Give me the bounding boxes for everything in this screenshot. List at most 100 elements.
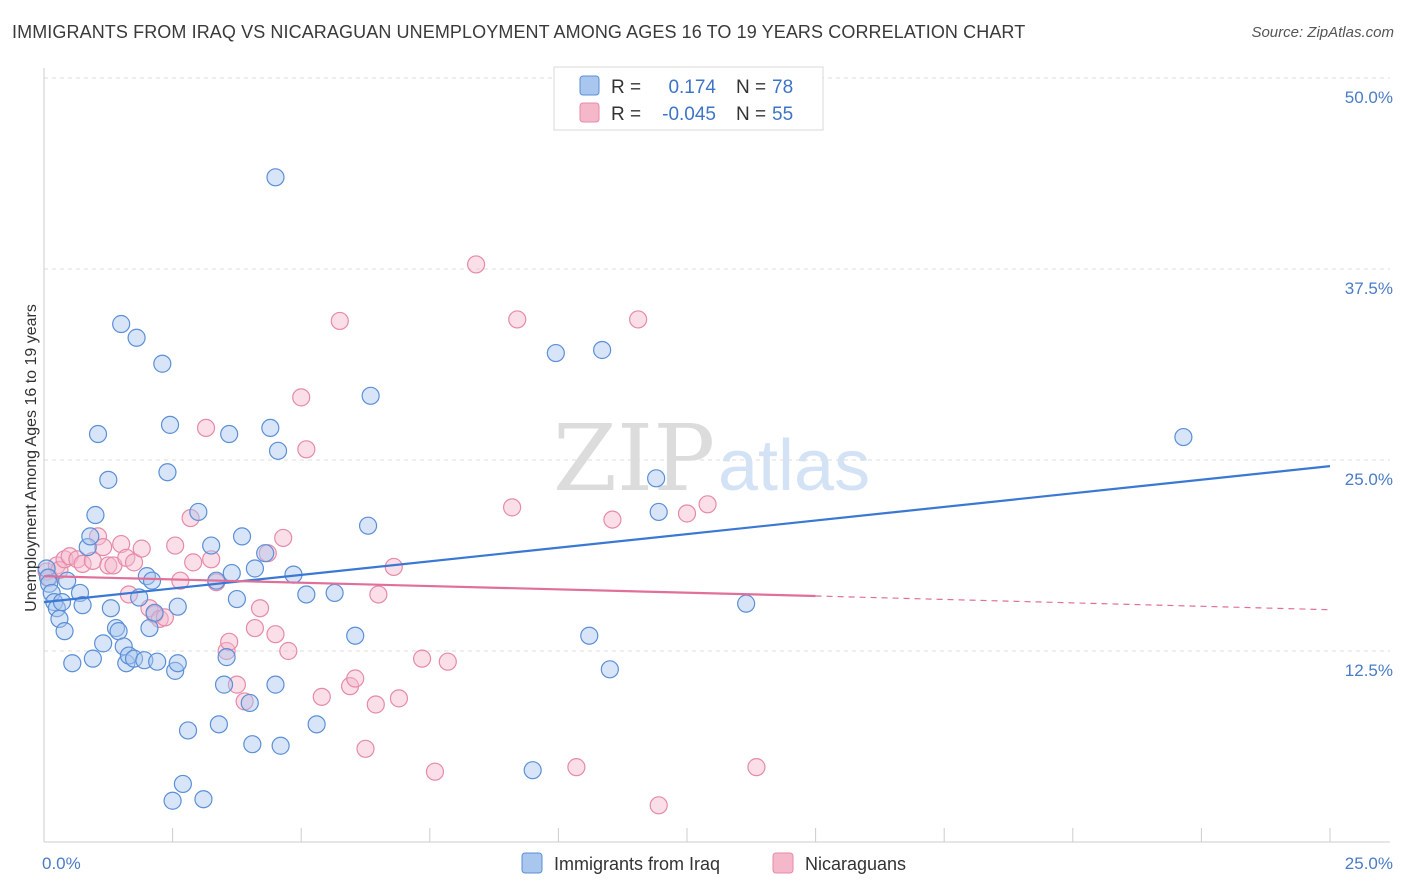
nicaraguans-point (297, 440, 316, 459)
iraq-point (325, 583, 344, 603)
iraq-point (266, 675, 285, 694)
nicaraguans-point (747, 758, 766, 777)
nicaraguans-point (279, 641, 298, 661)
nicaraguans-point (412, 649, 432, 668)
bottom-legend-iraq: Immigrants from Iraq (554, 854, 720, 874)
nicaraguans-point (503, 498, 522, 517)
axes (43, 68, 1390, 843)
nicaraguans-point (356, 739, 375, 758)
nicaraguans-point (677, 504, 697, 523)
iraq-point (39, 568, 58, 587)
iraq-point (163, 791, 182, 810)
nicaraguans-point (389, 689, 409, 708)
nicaraguans-point (184, 553, 203, 572)
y-axis-label: Unemployment Among Ages 16 to 19 years (23, 304, 40, 612)
iraq-point (600, 660, 619, 679)
iraq-point (168, 654, 187, 673)
iraq-point (73, 596, 92, 615)
nicaraguans-point (99, 556, 118, 575)
nicaraguans-trend-line (43, 575, 816, 598)
iraq-point (88, 424, 108, 444)
bottom-swatch-nicaraguans (772, 852, 794, 874)
iraq-point (86, 505, 105, 525)
nicaraguans-point (266, 625, 285, 644)
iraq-point (178, 721, 198, 740)
nicaraguans-point (55, 550, 74, 569)
iraq-point (63, 654, 82, 673)
iraq-point (83, 649, 102, 668)
nicaraguans-point (330, 311, 349, 331)
nicaraguans-point (366, 695, 385, 714)
legend-r-value-1: 0.174 (668, 77, 716, 98)
iraq-point (261, 418, 280, 438)
iraq-point (148, 652, 167, 671)
iraq-trend-line (43, 465, 1331, 604)
nicaraguans-points (37, 255, 766, 815)
nicaraguans-point (425, 762, 445, 781)
iraq-point (523, 761, 542, 780)
nicaraguans-point (124, 553, 144, 572)
iraq-point (127, 328, 146, 347)
legend-r-label-2: R = (611, 104, 641, 125)
x-tick-label: 25.0% (1345, 854, 1393, 873)
y-tick-label: 25.0% (1345, 470, 1393, 489)
iraq-point (220, 424, 239, 444)
iraq-point (361, 386, 380, 405)
iraq-point (232, 527, 252, 546)
nicaraguans-point (73, 554, 92, 574)
bottom-swatch-iraq (521, 852, 543, 874)
y-tick-label: 37.5% (1345, 279, 1393, 298)
nicaraguans-trend-extension (815, 595, 1331, 611)
iraq-point (546, 343, 565, 363)
iraq-point (243, 735, 262, 754)
iraq-point (217, 648, 236, 667)
correlation-legend: R = 0.174 N = 78 R = -0.045 N = 55 (553, 66, 824, 131)
iraq-point (202, 536, 221, 555)
nicaraguans-point (567, 758, 586, 777)
iraq-point (194, 790, 213, 809)
nicaraguans-point (369, 585, 388, 604)
bottom-legend-nicaraguans: Nicaraguans (805, 854, 906, 874)
iraq-point (647, 469, 666, 488)
iraq-point (145, 603, 164, 622)
nicaraguans-point (245, 618, 265, 638)
nicaraguans-point (274, 528, 293, 548)
iraq-point (240, 693, 259, 713)
legend-swatch-iraq (579, 75, 600, 96)
iraq-point (227, 589, 246, 609)
iraq-point (101, 599, 120, 618)
iraq-point (58, 571, 77, 590)
nicaraguans-point (166, 536, 185, 555)
iraq-point (78, 537, 97, 557)
iraq-point (153, 354, 172, 373)
iraq-point (266, 168, 285, 187)
iraq-point (297, 585, 316, 604)
nicaraguans-point (508, 310, 527, 329)
gridlines (44, 77, 1390, 652)
iraq-point (358, 516, 378, 535)
iraq-point (593, 340, 612, 360)
series-legend: Immigrants from Iraq Nicaraguans (521, 852, 906, 874)
nicaraguans-point (603, 510, 622, 529)
tick-labels: 12.5% 25.0% 37.5% 50.0% 0.0% 25.0% (42, 88, 1393, 873)
iraq-point (173, 774, 192, 794)
nicaraguans-point (202, 550, 221, 569)
iraq-point (112, 314, 131, 334)
iraq-point (140, 618, 159, 638)
nicaraguans-point (94, 537, 113, 557)
legend-n-label-2: N = (736, 104, 766, 125)
nicaraguans-point (227, 675, 246, 694)
iraq-point (209, 715, 228, 734)
nicaraguans-point (384, 557, 403, 577)
iraq-point (94, 634, 113, 653)
x-tick-label: 0.0% (42, 854, 81, 873)
iraq-point (307, 715, 326, 734)
trend-lines (43, 465, 1331, 611)
iraq-point (109, 622, 128, 641)
nicaraguans-point (132, 539, 151, 558)
iraq-point (214, 675, 234, 694)
iraq-point (142, 571, 162, 590)
nicaraguans-point (438, 652, 457, 671)
legend-n-label-1: N = (736, 77, 766, 98)
